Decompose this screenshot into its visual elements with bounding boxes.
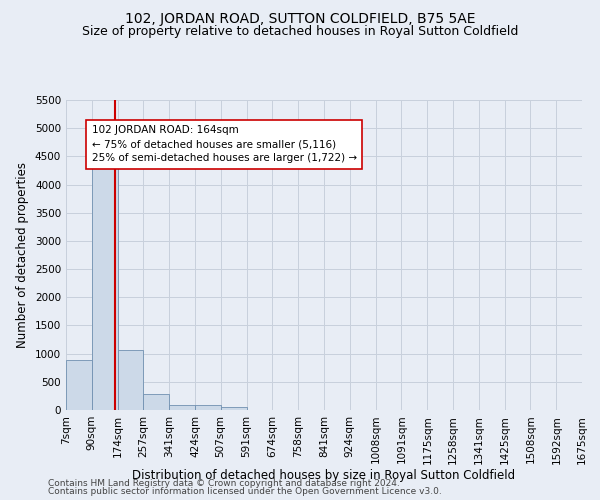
Bar [143, 394, 169, 410]
Bar [118, 350, 143, 410]
Bar [92, 154, 118, 410]
Text: 102, JORDAN ROAD, SUTTON COLDFIELD, B75 5AE: 102, JORDAN ROAD, SUTTON COLDFIELD, B75 … [125, 12, 475, 26]
Bar [195, 406, 221, 410]
Text: Size of property relative to detached houses in Royal Sutton Coldfield: Size of property relative to detached ho… [82, 25, 518, 38]
Y-axis label: Number of detached properties: Number of detached properties [16, 162, 29, 348]
Bar [66, 360, 92, 410]
Bar [169, 405, 195, 410]
Text: Contains HM Land Registry data © Crown copyright and database right 2024.: Contains HM Land Registry data © Crown c… [48, 478, 400, 488]
Text: Contains public sector information licensed under the Open Government Licence v3: Contains public sector information licen… [48, 487, 442, 496]
X-axis label: Distribution of detached houses by size in Royal Sutton Coldfield: Distribution of detached houses by size … [133, 469, 515, 482]
Text: 102 JORDAN ROAD: 164sqm
← 75% of detached houses are smaller (5,116)
25% of semi: 102 JORDAN ROAD: 164sqm ← 75% of detache… [92, 126, 357, 164]
Bar [221, 407, 247, 410]
